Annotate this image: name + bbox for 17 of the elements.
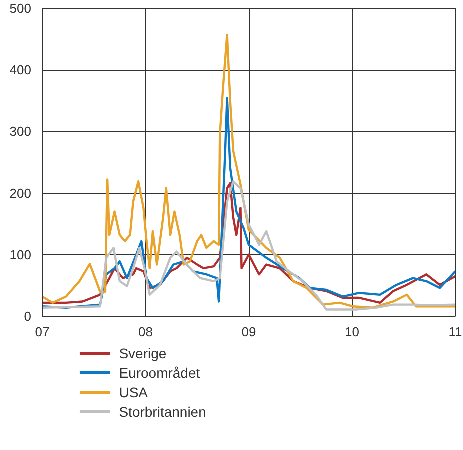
y-tick-label: 0 — [24, 309, 32, 324]
legend-label: USA — [119, 384, 149, 400]
line-series — [42, 97, 456, 309]
x-tick-label: 10 — [345, 324, 360, 340]
y-tick-label: 200 — [10, 186, 32, 201]
legend-label: Sverige — [119, 346, 167, 362]
y-tick-label: 300 — [10, 124, 32, 140]
x-tick-label: 07 — [35, 324, 50, 340]
x-tick-label: 08 — [138, 324, 153, 340]
x-tick-label: 11 — [448, 324, 462, 340]
line-series — [42, 34, 456, 309]
legend-label: Euroområdet — [119, 365, 200, 381]
legend-label: Storbritannien — [119, 404, 206, 420]
y-tick-label: 400 — [10, 62, 32, 78]
y-tick-label: 500 — [10, 1, 32, 16]
x-tick-label: 09 — [242, 324, 256, 340]
y-tick-label: 100 — [10, 247, 32, 262]
